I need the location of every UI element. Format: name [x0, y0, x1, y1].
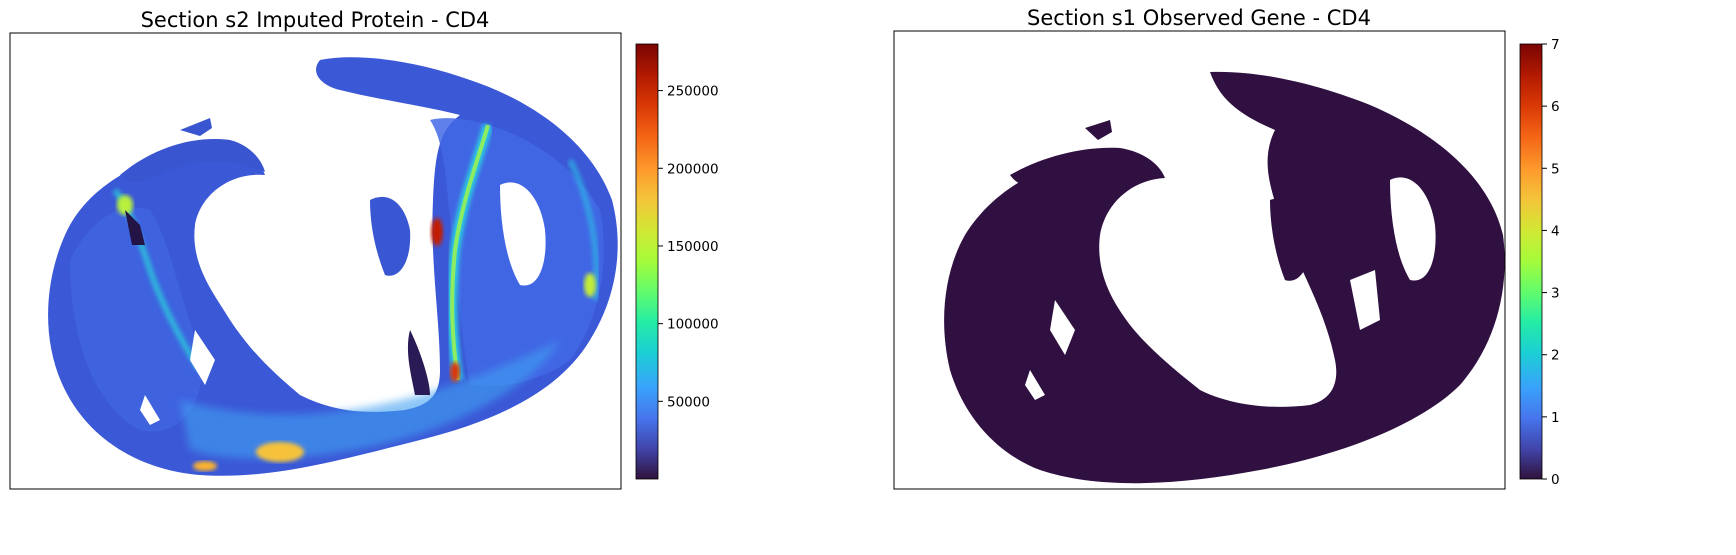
- right-colorbar-ticks: 0 1 2 3 4 5 6 7: [1542, 37, 1560, 488]
- right-colorbar-tick-label: 2: [1551, 348, 1560, 364]
- right-tissue-body: [944, 71, 1505, 484]
- right-colorbar-tick-label: 7: [1551, 37, 1560, 53]
- right-plot-frame: [893, 30, 1506, 490]
- left-tissue-section: [48, 57, 618, 476]
- left-colorbar-tick-label: 200000: [667, 161, 719, 177]
- right-colorbar-tick-label: 0: [1551, 472, 1560, 488]
- left-colorbar-tick-label: 100000: [667, 317, 719, 333]
- left-colorbar-tick-label: 50000: [667, 394, 710, 410]
- left-heatmap-plot: [48, 57, 618, 476]
- left-colorbar-tick-label: 250000: [667, 84, 719, 100]
- right-colorbar: [1519, 43, 1543, 480]
- left-tissue-upper-arm: [120, 139, 265, 183]
- right-tissue-section: [940, 70, 1510, 490]
- left-colorbar-tick-label: 150000: [667, 239, 719, 255]
- right-colorbar-tick-label: 4: [1551, 223, 1560, 239]
- right-chart-title: Section s1 Observed Gene - CD4: [1027, 6, 1371, 30]
- right-heatmap-plot: [940, 70, 1510, 490]
- right-colorbar-tick-label: 1: [1551, 410, 1560, 426]
- left-chart-title: Section s2 Imputed Protein - CD4: [140, 8, 490, 32]
- left-plot-frame: [9, 32, 622, 490]
- right-colorbar-tick-label: 5: [1551, 161, 1560, 177]
- right-colorbar-tick-label: 3: [1551, 286, 1560, 302]
- left-colorbar: [635, 43, 659, 480]
- right-colorbar-tick-label: 6: [1551, 99, 1560, 115]
- left-colorbar-ticks: 50000 100000 150000 200000 250000: [658, 84, 719, 410]
